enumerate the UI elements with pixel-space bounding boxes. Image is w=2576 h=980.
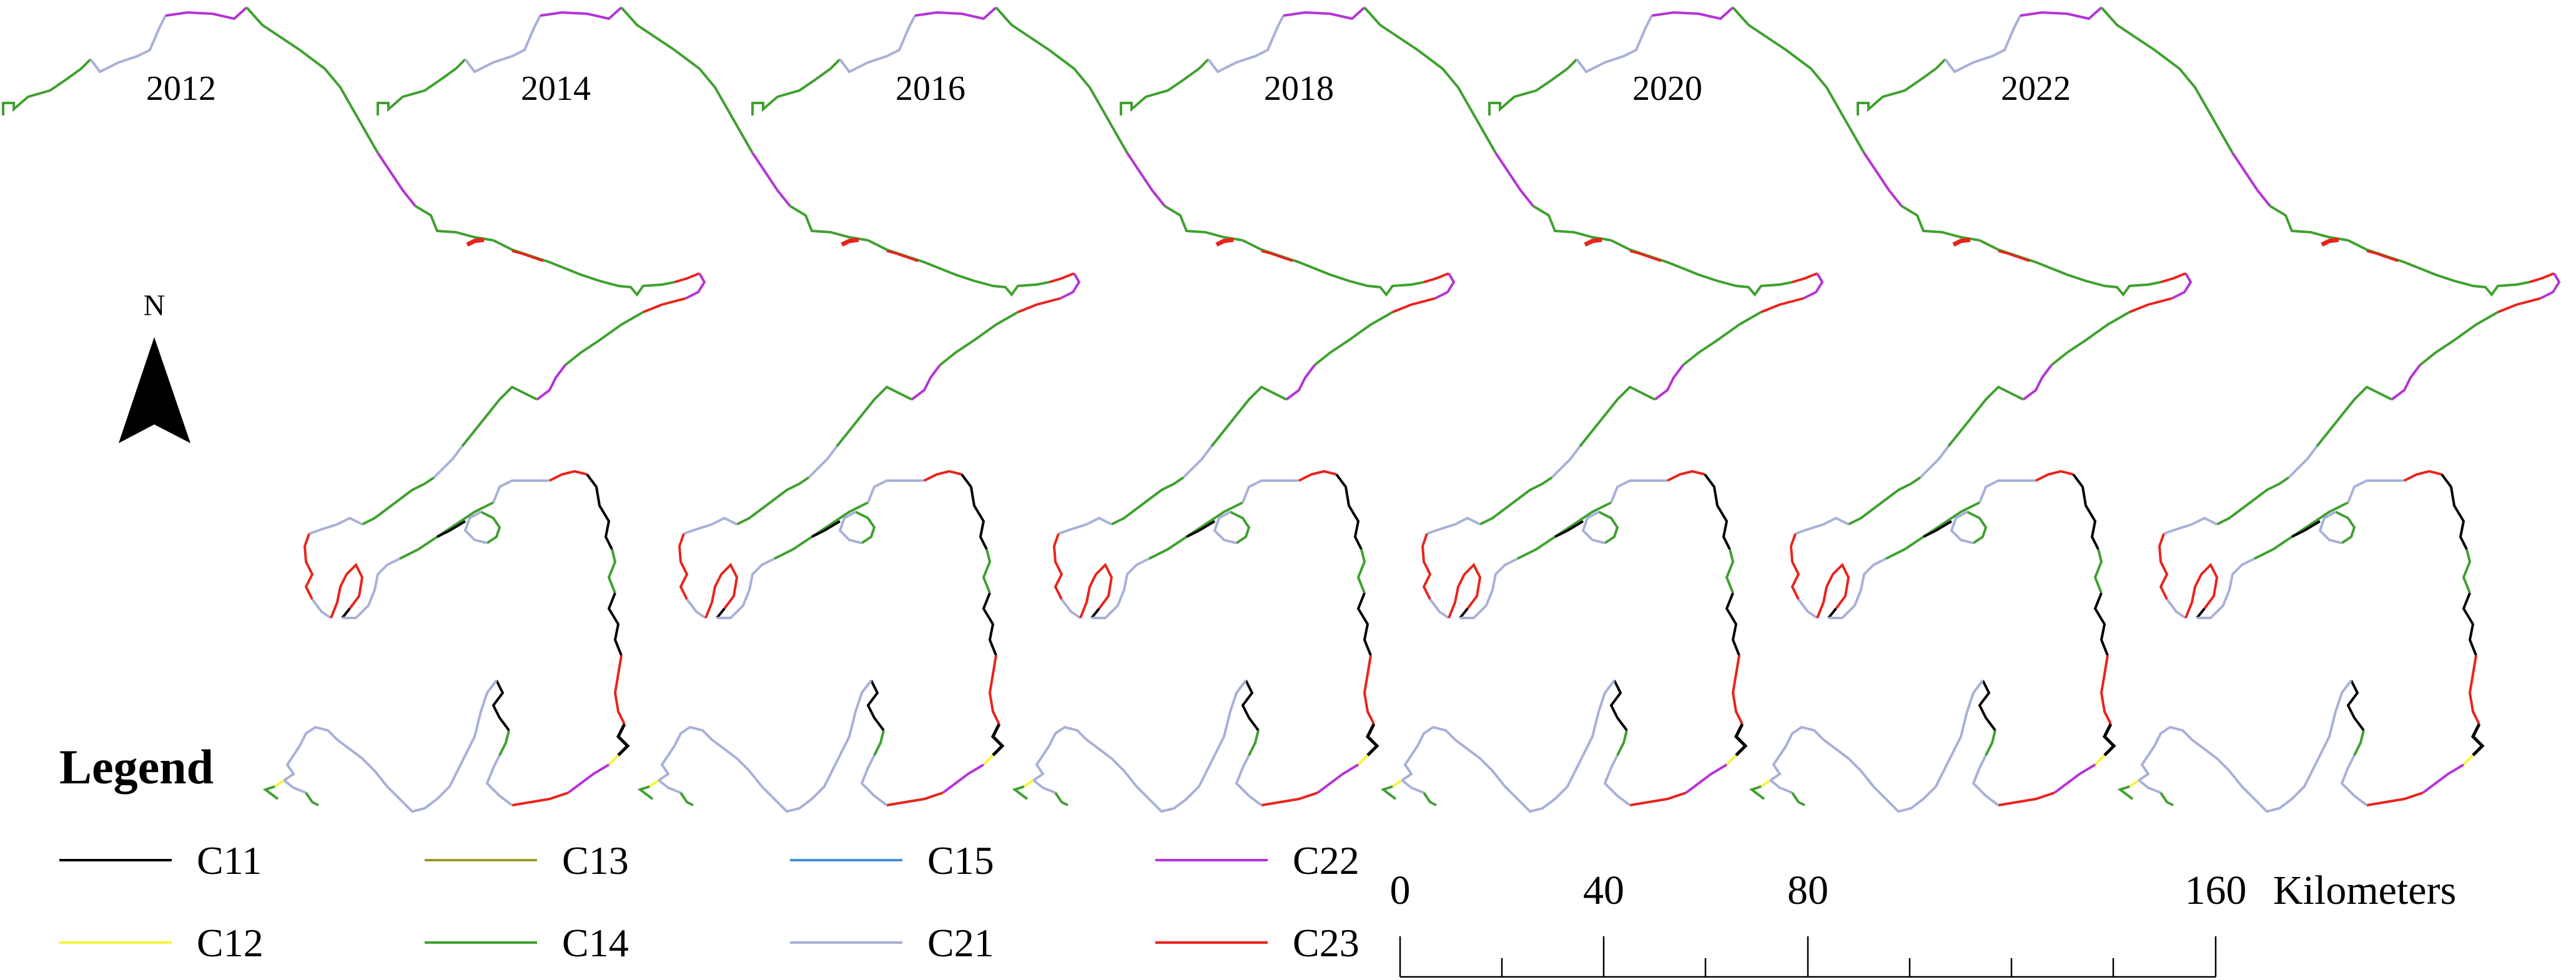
legend-item: C11	[59, 838, 262, 883]
legend-label: C23	[1293, 921, 1360, 965]
year-label: 2014	[521, 69, 591, 108]
map-panel-2018: 2018	[1121, 7, 1822, 811]
scale-tick-40: 40	[1583, 868, 1624, 913]
year-label: 2020	[1632, 69, 1702, 108]
north-arrow: N	[119, 289, 190, 443]
map-panel-2012: 2012	[3, 7, 704, 811]
scale-unit: Kilometers	[2273, 868, 2456, 913]
year-label: 2016	[896, 69, 965, 108]
scale-tick-160: 160	[2185, 868, 2247, 913]
year-label: 2018	[1264, 69, 1334, 108]
map-panel-2014: 2014	[378, 7, 1079, 811]
legend-item: C12	[59, 921, 264, 965]
scale-tick-0: 0	[1390, 868, 1411, 913]
north-arrow-icon	[119, 337, 190, 443]
year-label: 2022	[2001, 69, 2071, 108]
legend-label: C21	[927, 921, 994, 965]
map-panel-2022: 2022	[1858, 7, 2559, 811]
legend-item: C21	[790, 921, 994, 965]
legend-item: C13	[425, 838, 629, 883]
scale-tick-80: 80	[1787, 868, 1828, 913]
legend: Legend C11 C12 C13 C14 C15 C21 C22 C23	[59, 740, 1360, 965]
legend-title: Legend	[59, 740, 214, 794]
legend-label: C12	[197, 921, 264, 965]
legend-label: C14	[562, 921, 629, 965]
legend-item: C22	[1155, 838, 1360, 883]
map-panel-2020: 2020	[1489, 7, 2191, 811]
legend-item: C14	[425, 921, 629, 965]
legend-item: C23	[1155, 921, 1360, 965]
north-label: N	[144, 289, 165, 322]
scale-bar	[1399, 936, 2217, 978]
year-label: 2012	[146, 69, 216, 108]
legend-label: C22	[1293, 838, 1360, 883]
legend-label: C13	[562, 838, 629, 883]
legend-item: C15	[790, 838, 994, 883]
legend-label: C15	[927, 838, 994, 883]
map-panel-2016: 2016	[753, 7, 1454, 811]
legend-label: C11	[197, 838, 262, 883]
